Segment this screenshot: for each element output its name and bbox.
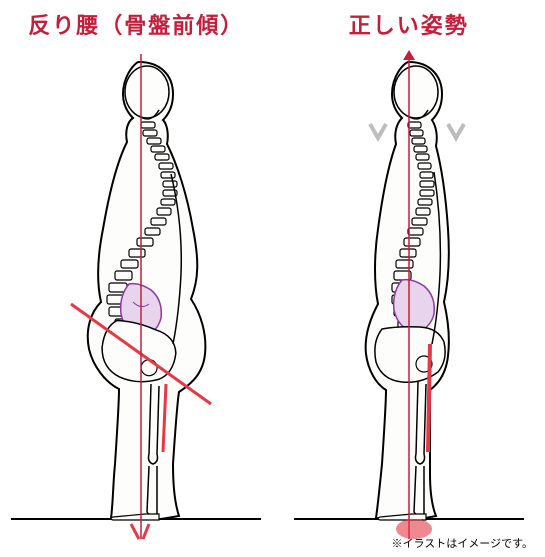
footnote: ※イラストはイメージです。 [392, 535, 533, 551]
tibia [414, 466, 424, 516]
down-chevron-2 [448, 124, 464, 138]
foot-accent [131, 524, 149, 539]
down-chevron-1 [370, 124, 386, 138]
figure-area-left [0, 44, 273, 557]
title-left: 反り腰（骨盤前傾） [28, 0, 244, 44]
thigh-accent [428, 344, 430, 452]
panel-correct-posture: 正しい姿勢 [273, 0, 545, 557]
figure-area-right [273, 44, 545, 557]
plumb-arrow [403, 50, 415, 60]
title-right: 正しい姿勢 [349, 0, 469, 44]
femur [415, 382, 426, 464]
posture-figure-correct [274, 44, 544, 544]
pelvis [375, 327, 445, 383]
tibia [147, 466, 157, 516]
femur [149, 384, 160, 464]
comparison-container: 反り腰（骨盤前傾） [0, 0, 545, 557]
panel-anterior-tilt: 反り腰（骨盤前傾） [0, 0, 273, 557]
posture-figure-anterior-tilt [1, 44, 271, 544]
